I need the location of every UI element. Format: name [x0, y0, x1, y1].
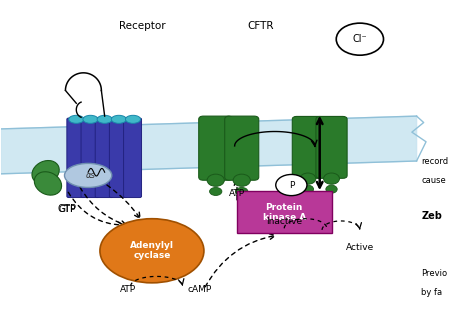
Ellipse shape: [32, 161, 59, 184]
Text: Inactive: Inactive: [266, 217, 302, 226]
Text: cAMP: cAMP: [187, 285, 211, 294]
Ellipse shape: [236, 187, 248, 195]
Text: Cl⁻: Cl⁻: [353, 34, 367, 44]
Text: GTP: GTP: [57, 204, 76, 214]
Text: ATP: ATP: [229, 189, 245, 198]
Text: CFTR: CFTR: [247, 21, 274, 31]
Text: ATP: ATP: [120, 285, 137, 294]
Circle shape: [276, 175, 307, 196]
Ellipse shape: [83, 115, 98, 123]
Bar: [237, 192, 331, 233]
Text: αs: αs: [85, 171, 95, 180]
Text: Active: Active: [346, 243, 374, 252]
Ellipse shape: [300, 173, 316, 184]
Text: Zeb: Zeb: [421, 211, 442, 221]
Text: Receptor: Receptor: [119, 21, 166, 31]
Text: Protein
kinase A: Protein kinase A: [263, 203, 306, 222]
FancyBboxPatch shape: [225, 116, 259, 180]
Text: record: record: [421, 156, 448, 166]
Ellipse shape: [64, 163, 112, 187]
FancyBboxPatch shape: [124, 118, 142, 198]
Ellipse shape: [210, 187, 222, 195]
Ellipse shape: [324, 173, 339, 184]
Circle shape: [336, 23, 383, 55]
Ellipse shape: [100, 219, 204, 283]
Ellipse shape: [111, 115, 127, 123]
Ellipse shape: [97, 115, 112, 123]
Ellipse shape: [207, 174, 224, 186]
FancyBboxPatch shape: [67, 118, 85, 198]
FancyBboxPatch shape: [199, 116, 233, 180]
FancyBboxPatch shape: [95, 118, 113, 198]
Polygon shape: [0, 116, 417, 174]
Ellipse shape: [326, 185, 337, 193]
Text: Previo: Previo: [421, 269, 447, 278]
Text: by fa: by fa: [421, 288, 442, 297]
FancyBboxPatch shape: [292, 117, 323, 178]
FancyBboxPatch shape: [109, 118, 128, 198]
Text: cause: cause: [421, 176, 446, 185]
Text: GTP: GTP: [58, 204, 75, 213]
FancyBboxPatch shape: [316, 117, 347, 178]
Text: Adenylyl
cyclase: Adenylyl cyclase: [130, 241, 174, 260]
Ellipse shape: [34, 172, 62, 195]
Ellipse shape: [233, 174, 250, 186]
Text: P: P: [289, 181, 294, 190]
Ellipse shape: [126, 115, 141, 123]
Ellipse shape: [302, 185, 314, 193]
FancyBboxPatch shape: [81, 118, 99, 198]
Ellipse shape: [69, 115, 84, 123]
